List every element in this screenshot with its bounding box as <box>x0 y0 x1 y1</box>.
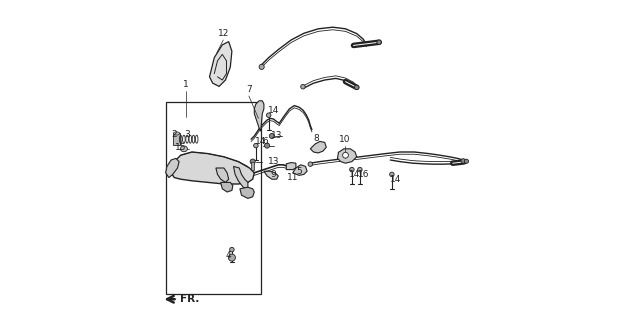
Text: 14: 14 <box>268 106 279 115</box>
Polygon shape <box>233 166 248 189</box>
Ellipse shape <box>354 85 359 90</box>
Text: 2: 2 <box>172 130 177 139</box>
Ellipse shape <box>461 159 465 163</box>
Text: 13: 13 <box>268 157 279 166</box>
Text: 14: 14 <box>391 175 402 184</box>
Text: 14: 14 <box>255 137 266 146</box>
Ellipse shape <box>259 64 264 69</box>
Polygon shape <box>216 168 229 182</box>
Ellipse shape <box>266 113 271 117</box>
Polygon shape <box>240 187 255 198</box>
Text: 15: 15 <box>175 143 186 152</box>
Text: 8: 8 <box>313 134 319 143</box>
Bar <box>173 133 180 145</box>
Ellipse shape <box>173 132 180 135</box>
Polygon shape <box>171 152 255 184</box>
Text: 14: 14 <box>349 170 361 179</box>
Ellipse shape <box>228 254 235 261</box>
Text: 1: 1 <box>182 80 188 89</box>
Ellipse shape <box>357 167 362 172</box>
Ellipse shape <box>350 167 354 172</box>
Text: 16: 16 <box>358 170 370 179</box>
Ellipse shape <box>254 143 258 148</box>
Ellipse shape <box>301 84 305 89</box>
Ellipse shape <box>342 152 349 158</box>
Ellipse shape <box>229 247 234 252</box>
Polygon shape <box>287 163 296 170</box>
Text: FR.: FR. <box>180 294 199 304</box>
Text: 3: 3 <box>184 130 190 139</box>
Ellipse shape <box>250 159 255 164</box>
Ellipse shape <box>377 40 381 44</box>
Polygon shape <box>209 42 232 86</box>
Bar <box>166 102 261 294</box>
Text: 10: 10 <box>339 135 350 144</box>
Text: 4: 4 <box>225 252 231 260</box>
Text: 7: 7 <box>246 85 251 94</box>
Polygon shape <box>221 182 233 192</box>
Polygon shape <box>310 141 326 153</box>
Text: 12: 12 <box>218 29 229 38</box>
Ellipse shape <box>270 133 275 139</box>
Bar <box>251 162 255 170</box>
Ellipse shape <box>308 162 312 166</box>
Polygon shape <box>264 171 278 179</box>
Polygon shape <box>255 101 264 131</box>
Text: 6: 6 <box>262 137 268 146</box>
Text: 9: 9 <box>271 170 277 179</box>
Polygon shape <box>293 165 307 175</box>
Text: 5: 5 <box>296 167 302 176</box>
Text: 13: 13 <box>271 131 282 140</box>
Polygon shape <box>337 149 357 163</box>
Text: 11: 11 <box>287 173 298 182</box>
Polygon shape <box>166 158 179 178</box>
Ellipse shape <box>265 143 270 148</box>
Ellipse shape <box>465 159 468 164</box>
Ellipse shape <box>181 146 187 152</box>
Ellipse shape <box>389 172 394 177</box>
